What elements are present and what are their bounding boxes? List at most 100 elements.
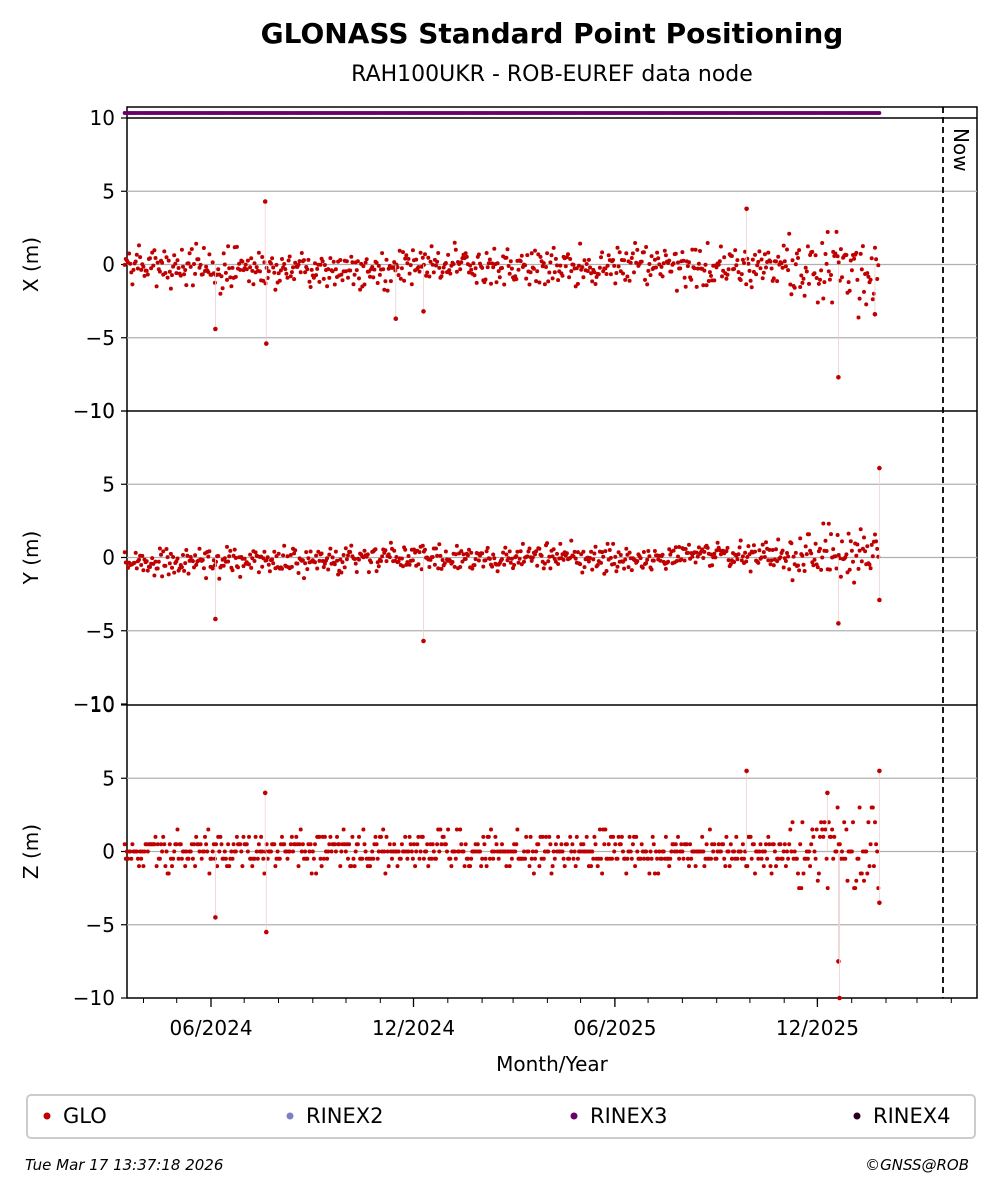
- glo-point-x: [431, 270, 436, 275]
- glo-point-y: [272, 549, 277, 554]
- glo-point-z: [528, 834, 533, 839]
- glo-point-x: [219, 274, 224, 279]
- legend-label-rinex2: RINEX2: [306, 1104, 384, 1128]
- glo-point-x: [848, 258, 853, 263]
- glo-point-y: [693, 560, 698, 565]
- glo-point-z: [831, 856, 836, 861]
- glo-point-y: [696, 545, 701, 550]
- glo-point-z: [303, 849, 308, 854]
- glo-point-z: [414, 849, 419, 854]
- glo-point-z: [463, 842, 468, 847]
- glo-point-y: [383, 548, 388, 553]
- glo-outlier-point: [262, 790, 268, 796]
- glo-point-y: [164, 547, 169, 551]
- glo-point-z: [856, 856, 861, 861]
- glo-point-y: [616, 550, 621, 555]
- glo-point-z: [600, 871, 605, 876]
- glo-point-y: [181, 553, 185, 557]
- glo-point-z: [633, 864, 638, 869]
- glo-point-x: [248, 265, 253, 270]
- glo-point-z: [753, 871, 757, 876]
- glo-point-y: [165, 555, 170, 560]
- glo-point-y: [197, 546, 202, 551]
- glo-point-z: [375, 856, 380, 861]
- glo-point-z: [830, 827, 835, 832]
- glo-point-y: [613, 554, 618, 559]
- glo-point-y: [194, 562, 199, 567]
- glo-point-z: [362, 842, 367, 847]
- glo-point-z: [170, 864, 174, 869]
- glo-point-z: [723, 864, 728, 869]
- glo-point-y: [265, 555, 270, 560]
- glo-point-x: [555, 263, 559, 268]
- glo-point-z: [832, 834, 837, 839]
- glo-point-x: [646, 268, 651, 273]
- glo-point-x: [245, 258, 250, 263]
- glo-point-y: [442, 561, 447, 566]
- glo-point-y: [854, 553, 859, 558]
- glo-point-z: [395, 864, 400, 869]
- glo-point-z: [634, 834, 639, 839]
- glo-point-x: [733, 248, 738, 253]
- glo-point-z: [570, 842, 575, 847]
- glo-point-y: [302, 576, 306, 581]
- glo-point-z: [823, 827, 828, 832]
- glo-point-z: [734, 834, 739, 839]
- glo-point-z: [780, 856, 785, 861]
- glo-point-y: [481, 564, 486, 569]
- glo-point-x: [593, 282, 598, 286]
- glo-point-x: [288, 274, 293, 279]
- glo-point-z: [826, 820, 831, 825]
- glo-point-y: [300, 558, 305, 563]
- glo-point-z: [807, 849, 811, 854]
- glo-point-z: [481, 834, 486, 839]
- glo-point-y: [292, 551, 297, 556]
- glo-point-y: [305, 567, 310, 572]
- glo-point-x: [483, 277, 488, 282]
- legend-item-rinex3: RINEX3: [570, 1104, 668, 1128]
- glo-point-x: [836, 260, 841, 265]
- glo-point-x: [544, 265, 548, 269]
- glo-point-x: [287, 254, 292, 259]
- glo-point-x: [709, 273, 713, 278]
- glo-point-z: [732, 849, 737, 854]
- glo-point-x: [718, 244, 723, 249]
- glo-point-z: [544, 834, 548, 839]
- glo-point-y: [589, 549, 594, 554]
- glo-point-x: [176, 266, 181, 270]
- glo-point-y: [844, 552, 849, 557]
- glo-point-z: [288, 842, 293, 847]
- glo-point-z: [218, 834, 223, 839]
- glo-point-x: [417, 269, 422, 274]
- glo-point-x: [256, 250, 261, 255]
- glo-point-x: [271, 265, 276, 270]
- glo-point-z: [139, 856, 144, 861]
- glo-outlier-point: [393, 316, 399, 322]
- glo-point-x: [862, 289, 866, 294]
- glo-point-y: [615, 564, 620, 569]
- glo-point-y: [547, 554, 552, 559]
- glo-point-y: [366, 570, 371, 575]
- glo-point-x: [783, 264, 788, 269]
- glo-point-x: [815, 300, 820, 305]
- glo-point-x: [372, 267, 377, 272]
- glo-point-z: [540, 834, 545, 839]
- glo-point-z: [867, 864, 872, 869]
- glo-point-z: [227, 864, 232, 869]
- glo-point-y: [349, 543, 354, 548]
- y-tick-label: 5: [102, 766, 115, 790]
- glo-point-x: [781, 243, 786, 248]
- glo-point-x: [260, 255, 265, 259]
- glo-point-x: [164, 255, 169, 260]
- glo-point-x: [782, 259, 787, 264]
- glo-point-z: [445, 849, 449, 854]
- glo-point-z: [319, 864, 324, 869]
- glo-point-x: [682, 275, 687, 280]
- glo-point-y: [768, 562, 773, 567]
- glo-point-z: [590, 849, 595, 854]
- glo-point-x: [212, 280, 217, 285]
- glo-point-y: [624, 546, 629, 551]
- glo-point-x: [297, 259, 302, 264]
- glo-point-z: [287, 849, 292, 854]
- glo-point-x: [332, 282, 337, 287]
